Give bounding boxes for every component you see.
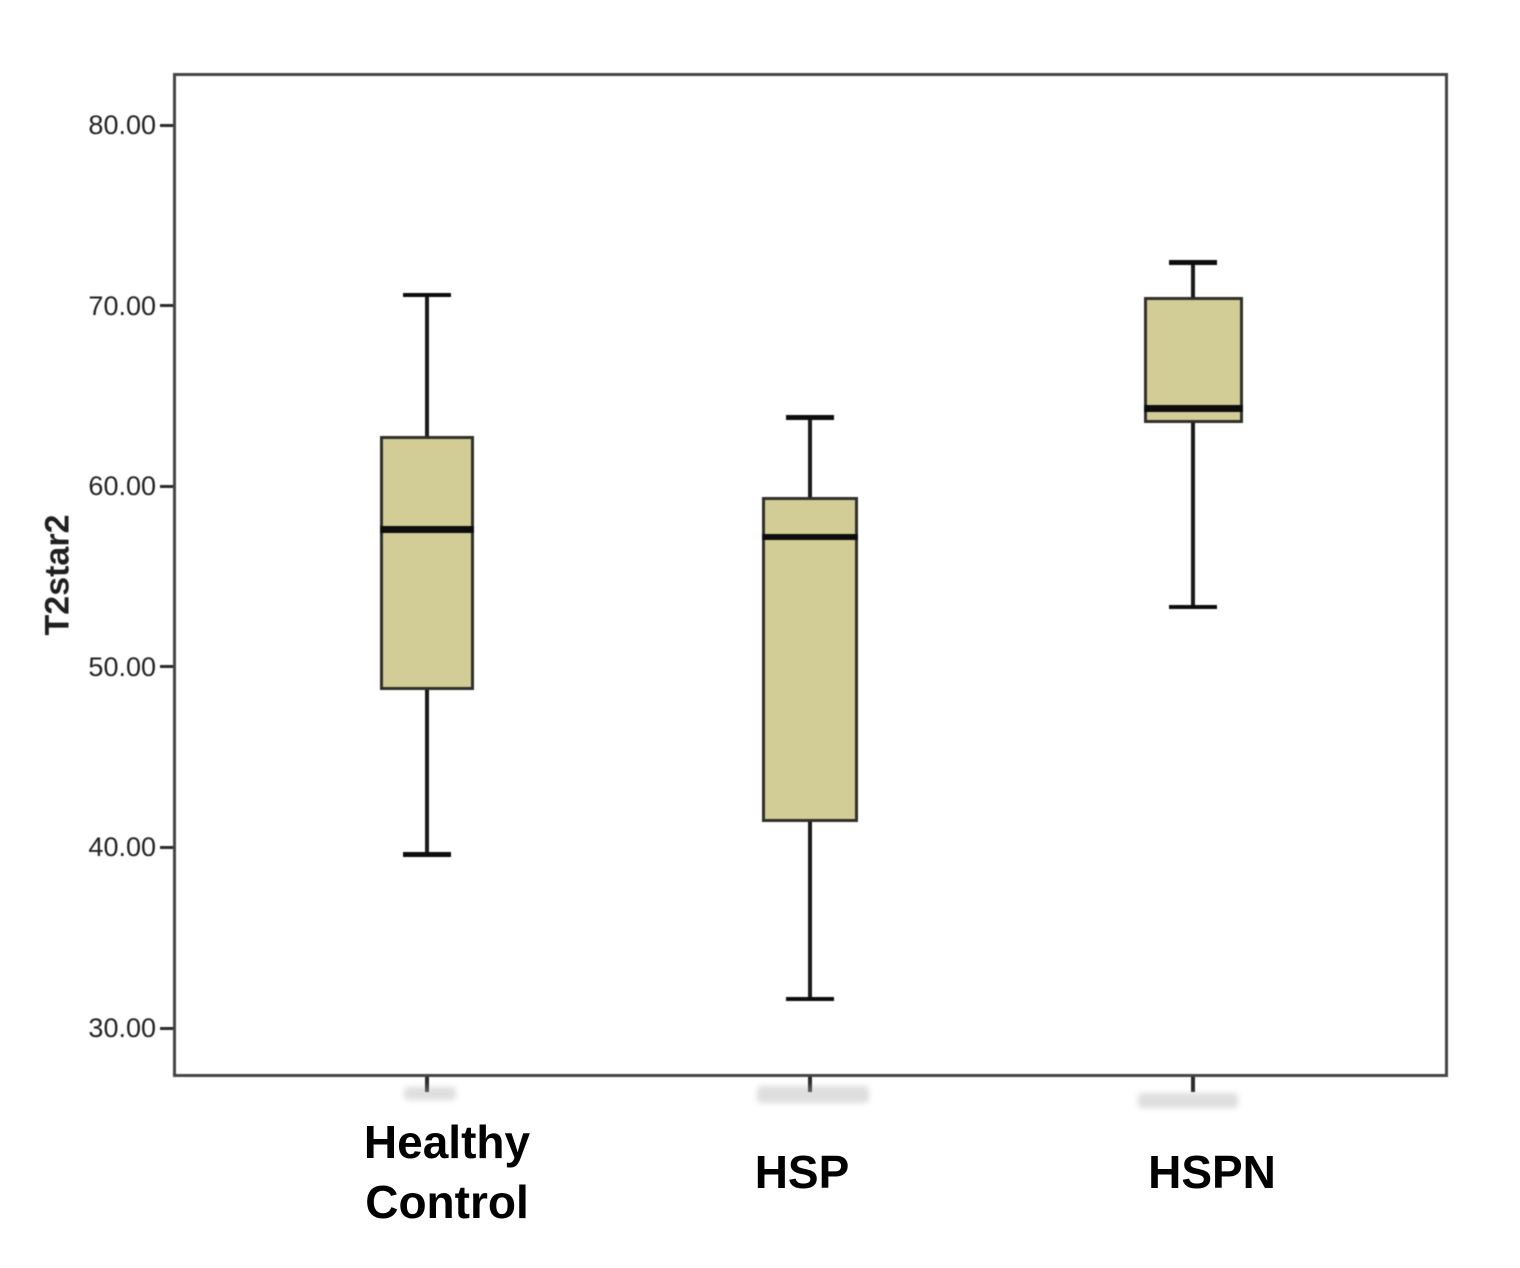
whisker-upper-hsp <box>808 417 812 498</box>
whisker-lower-healthy-control <box>425 690 429 855</box>
y-tick-label: 60.00 <box>88 471 156 502</box>
whisker-upper-healthy-control <box>425 294 429 436</box>
ghost-label-smudge <box>404 1087 456 1100</box>
box-hsp <box>762 497 858 823</box>
y-tick-mark <box>160 1026 173 1030</box>
whisker-cap-top-hsp <box>786 415 834 420</box>
category-label-hsp: HSP <box>755 1142 850 1202</box>
y-tick-mark <box>160 845 173 849</box>
y-tick-label: 50.00 <box>88 651 156 682</box>
category-label-line: Control <box>365 1176 529 1228</box>
y-tick-label: 80.00 <box>88 110 156 140</box>
category-label-line: HSPN <box>1148 1146 1276 1198</box>
x-tick-mark <box>808 1077 812 1092</box>
y-tick-label: 40.00 <box>88 832 156 863</box>
y-tick-label: 70.00 <box>88 290 156 321</box>
median-hspn <box>1143 405 1243 412</box>
box-healthy-control <box>380 435 474 691</box>
whisker-cap-bottom-hspn <box>1169 604 1217 610</box>
box-hspn <box>1143 296 1243 423</box>
whisker-lower-hspn <box>1191 422 1195 608</box>
whisker-cap-top-healthy-control <box>403 292 451 297</box>
category-label-line: HSP <box>754 1146 850 1198</box>
whisker-lower-hsp <box>808 822 812 1000</box>
whisker-cap-bottom-healthy-control <box>403 852 451 857</box>
category-label-line: Healthy <box>363 1116 531 1168</box>
whisker-upper-hspn <box>1191 262 1195 297</box>
y-tick-mark <box>160 484 173 488</box>
x-tick-mark <box>1191 1077 1195 1092</box>
whisker-cap-top-hspn <box>1169 260 1217 265</box>
median-healthy-control <box>380 526 474 533</box>
y-tick-label: 30.00 <box>88 1013 156 1043</box>
median-hsp <box>762 533 858 541</box>
whisker-cap-bottom-hsp <box>786 996 834 1002</box>
category-label-healthy-control: Healthy Control <box>364 1112 530 1232</box>
category-label-hspn: HSPN <box>1148 1142 1276 1202</box>
y-tick-mark <box>160 123 173 127</box>
ghost-label-smudge <box>757 1086 869 1103</box>
plot-area-frame <box>173 73 1448 1077</box>
x-tick-mark <box>425 1077 429 1092</box>
ghost-label-smudge <box>1138 1093 1238 1108</box>
y-tick-mark <box>160 665 173 669</box>
y-tick-mark <box>160 304 173 308</box>
